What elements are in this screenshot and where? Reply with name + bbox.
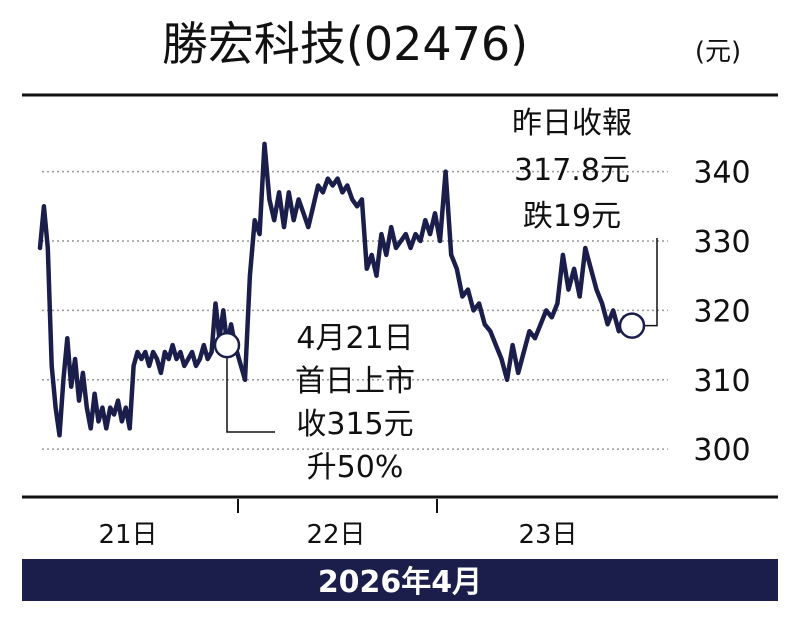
y-tick-label: 340 (693, 156, 750, 191)
x-tick-label: 21日 (98, 520, 157, 550)
chart-title: 勝宏科技(02476) (162, 17, 528, 71)
footer-date: 2026年4月 (318, 565, 482, 600)
listing-annotation-line-4: 升50% (307, 450, 404, 485)
y-tick-label: 330 (693, 225, 750, 260)
x-tick-label: 23日 (518, 520, 577, 550)
y-tick-label: 300 (693, 433, 750, 468)
y-axis-ticks: 300 310 320 330 340 (693, 156, 750, 469)
unit-label: (元) (695, 37, 741, 67)
price-series-line (37, 141, 633, 438)
leader-line (644, 238, 658, 327)
grid-lines (42, 170, 668, 450)
leader-line (226, 357, 275, 433)
listing-annotation-line-3: 收315元 (296, 407, 413, 442)
y-tick-label: 310 (693, 364, 750, 399)
last-close-annotation: 昨日收報 317.8元 跌19元 (512, 106, 632, 234)
listing-annotation-line-1: 4月21日 (296, 321, 413, 356)
x-tick-label: 22日 (306, 520, 365, 550)
listing-annotation: 4月21日 首日上市 收315元 升50% (295, 321, 415, 485)
listing-annotation-line-2: 首日上市 (295, 364, 415, 399)
x-axis-ticks: 21日 22日 23日 (98, 499, 578, 550)
listing-close-marker (213, 331, 241, 359)
footer-bar (22, 559, 778, 601)
last-close-annotation-line-2: 317.8元 (514, 153, 630, 188)
annotation-leaders (226, 238, 658, 433)
last-close-annotation-line-3: 跌19元 (523, 199, 621, 234)
y-tick-label: 320 (693, 294, 750, 329)
last-close-annotation-line-1: 昨日收報 (512, 106, 632, 141)
last-close-marker (618, 312, 646, 339)
